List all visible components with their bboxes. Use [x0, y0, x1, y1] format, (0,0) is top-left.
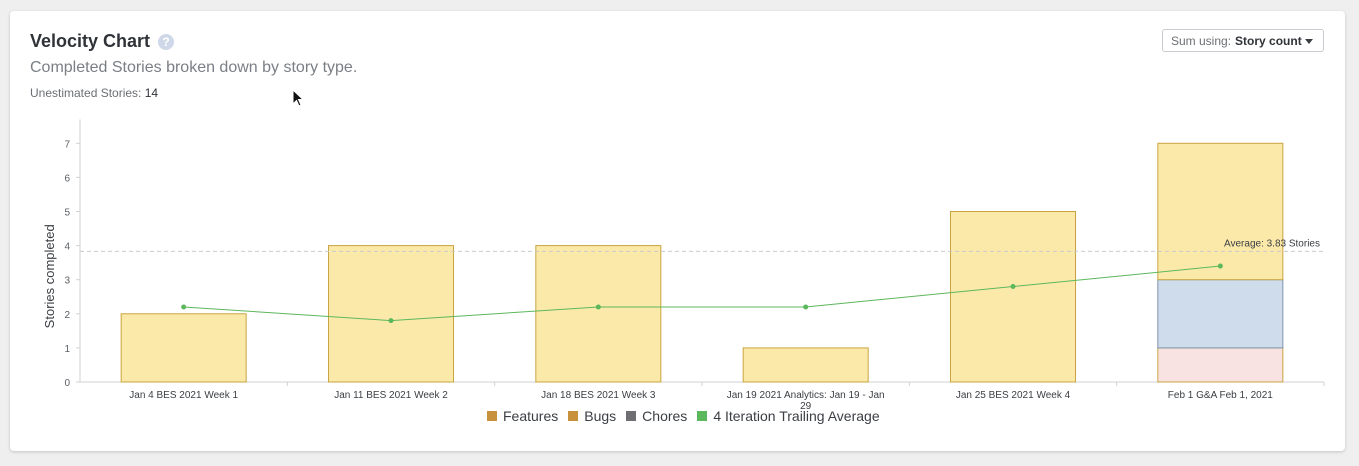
trailing-average-point [803, 304, 809, 310]
velocity-chart: 0 1 2 3 4 5 6 7 Stories completed Average: 3.83 S… [42, 119, 1325, 412]
bar-segment [742, 347, 869, 383]
sum-using-label: Sum using: [1171, 33, 1232, 48]
sum-using-value: Story count [1235, 33, 1302, 48]
unestimated-value: 14 [144, 86, 159, 100]
legend-item-trailing-average[interactable]: 4 Iteration Trailing Average [697, 408, 880, 424]
x-tick-label: Jan 18 BES 2021 Week 3 [541, 390, 656, 401]
legend-swatch-features [487, 411, 497, 421]
unestimated-stories: Unestimated Stories: 14 [30, 86, 158, 100]
trailing-average-point [595, 304, 601, 310]
x-tick-label: Jan 19 2021 Analytics: Jan 19 - Jan [727, 390, 885, 401]
title-row: Velocity Chart ? [30, 31, 175, 52]
trailing-average-point [388, 318, 394, 324]
legend-label-trailing-average: 4 Iteration Trailing Average [713, 408, 880, 424]
trailing-average-point [1010, 284, 1016, 290]
x-tick-label: Jan 25 BES 2021 Week 4 [956, 390, 1071, 401]
chart-legend: Features Bugs Chores 4 Iteration Trailin… [487, 408, 890, 424]
bar-segment [1157, 279, 1284, 349]
y-tick-label: 1 [64, 344, 70, 355]
unestimated-label: Unestimated Stories: [30, 86, 142, 100]
page-subtitle: Completed Stories broken down by story t… [30, 59, 358, 76]
average-label: Average: 3.83 Stories [1224, 238, 1320, 249]
mouse-pointer-icon [292, 89, 305, 107]
page-title: Velocity Chart [30, 31, 151, 51]
bar-segment [950, 211, 1076, 383]
trailing-average-point [1217, 263, 1223, 269]
legend-swatch-trailing-average [697, 411, 708, 421]
trailing-average-point [181, 304, 187, 310]
legend-item-features[interactable]: Features [487, 408, 558, 424]
bar-segment [120, 313, 247, 383]
legend-swatch-bugs [568, 411, 579, 421]
legend-swatch-chores [626, 411, 637, 421]
y-tick-label: 2 [64, 310, 70, 321]
bar-segment [328, 245, 454, 383]
x-tick-label: 29 [800, 401, 812, 412]
trailing-average-line [183, 265, 1221, 322]
y-tick-label: 4 [64, 242, 70, 253]
legend-item-chores[interactable]: Chores [626, 408, 687, 424]
y-tick-label: 3 [64, 276, 70, 287]
y-axis-label: Stories completed [42, 224, 57, 328]
x-tick-label: Jan 4 BES 2021 Week 1 [129, 390, 238, 401]
x-tick-label: Feb 1 G&A Feb 1, 2021 [1168, 390, 1274, 401]
bar-segment [1157, 347, 1284, 383]
legend-label-chores: Chores [642, 408, 688, 424]
bar-segment [1157, 142, 1284, 281]
question-circle-icon[interactable]: ? [158, 33, 175, 50]
y-tick-label: 0 [64, 378, 70, 389]
caret-down-icon [1305, 39, 1313, 44]
sum-using-select[interactable]: Sum using: Story count [1162, 29, 1324, 52]
y-tick-label: 6 [64, 173, 70, 184]
x-tick-label: Jan 11 BES 2021 Week 2 [334, 390, 448, 401]
legend-item-bugs[interactable]: Bugs [568, 408, 616, 424]
legend-label-bugs: Bugs [584, 408, 617, 424]
y-tick-label: 5 [64, 208, 70, 219]
bar-segment [535, 245, 662, 383]
velocity-chart-card: Velocity Chart ? Completed Stories broke… [10, 11, 1345, 451]
y-tick-label: 7 [64, 139, 70, 150]
legend-label-features: Features [503, 408, 559, 424]
